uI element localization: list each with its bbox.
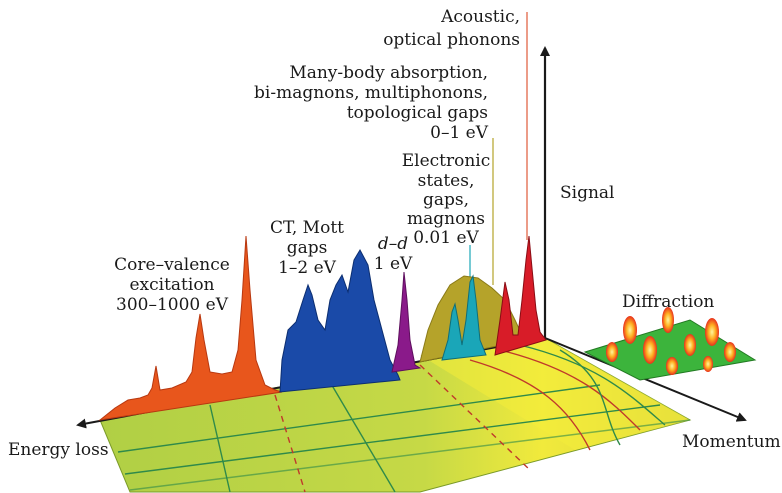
svg-text:1 eV: 1 eV [374, 254, 413, 274]
diffraction-spot [666, 357, 678, 375]
core-valence-label: Core–valence excitation 300–1000 eV [114, 255, 230, 315]
momentum-label: Momentum [682, 432, 781, 452]
floor-grid [117, 344, 691, 493]
ct-mott-peaks [279, 248, 401, 393]
svg-text:1–2 eV: 1–2 eV [278, 258, 337, 278]
svg-text:gaps,: gaps, [423, 190, 469, 210]
svg-text:topological gaps: topological gaps [347, 103, 488, 123]
electronic-label: Electronic states, gaps, magnons 0.01 eV [402, 151, 491, 248]
svg-text:excitation: excitation [129, 275, 214, 295]
acoustic-label: Acoustic, optical phonons [383, 7, 520, 50]
svg-text:Core–valence: Core–valence [114, 255, 230, 275]
svg-text:bi-magnons, multiphonons,: bi-magnons, multiphonons, [254, 83, 488, 103]
energy-loss-label: Energy loss [8, 440, 109, 460]
svg-text:0–1 eV: 0–1 eV [430, 123, 489, 143]
diffraction-spot [684, 334, 696, 356]
diffraction-spot [606, 342, 618, 362]
diffraction-spot [705, 318, 719, 346]
diffraction-spot [724, 342, 736, 362]
diffraction-label: Diffraction [622, 292, 714, 312]
diffraction-spot [703, 356, 713, 372]
diffraction-spot [662, 307, 674, 333]
svg-text:CT, Mott: CT, Mott [270, 218, 344, 238]
diffraction-pattern [583, 307, 757, 381]
svg-text:Electronic: Electronic [402, 151, 491, 171]
svg-text:optical phonons: optical phonons [383, 30, 520, 50]
acoustic-peaks [494, 235, 547, 356]
svg-text:gaps: gaps [287, 238, 328, 258]
svg-text:0.01 eV: 0.01 eV [413, 228, 479, 248]
dd-peak [391, 271, 422, 373]
svg-text:Many-body absorption,: Many-body absorption, [289, 63, 488, 83]
dd-label: d–d 1 eV [374, 234, 413, 274]
diffraction-spot [643, 336, 657, 364]
electronic-peaks [441, 274, 487, 361]
signal-label: Signal [560, 183, 615, 203]
svg-text:Acoustic,: Acoustic, [440, 7, 520, 27]
ct-mott-label: CT, Mott gaps 1–2 eV [270, 218, 344, 278]
core-valence-peaks [98, 235, 283, 421]
svg-text:magnons: magnons [407, 209, 485, 229]
svg-text:d–d: d–d [378, 234, 408, 254]
svg-text:300–1000 eV: 300–1000 eV [116, 295, 229, 315]
many-body-label: Many-body absorption, bi-magnons, multip… [254, 63, 489, 143]
diffraction-spot [623, 316, 637, 344]
svg-text:states,: states, [418, 171, 475, 191]
